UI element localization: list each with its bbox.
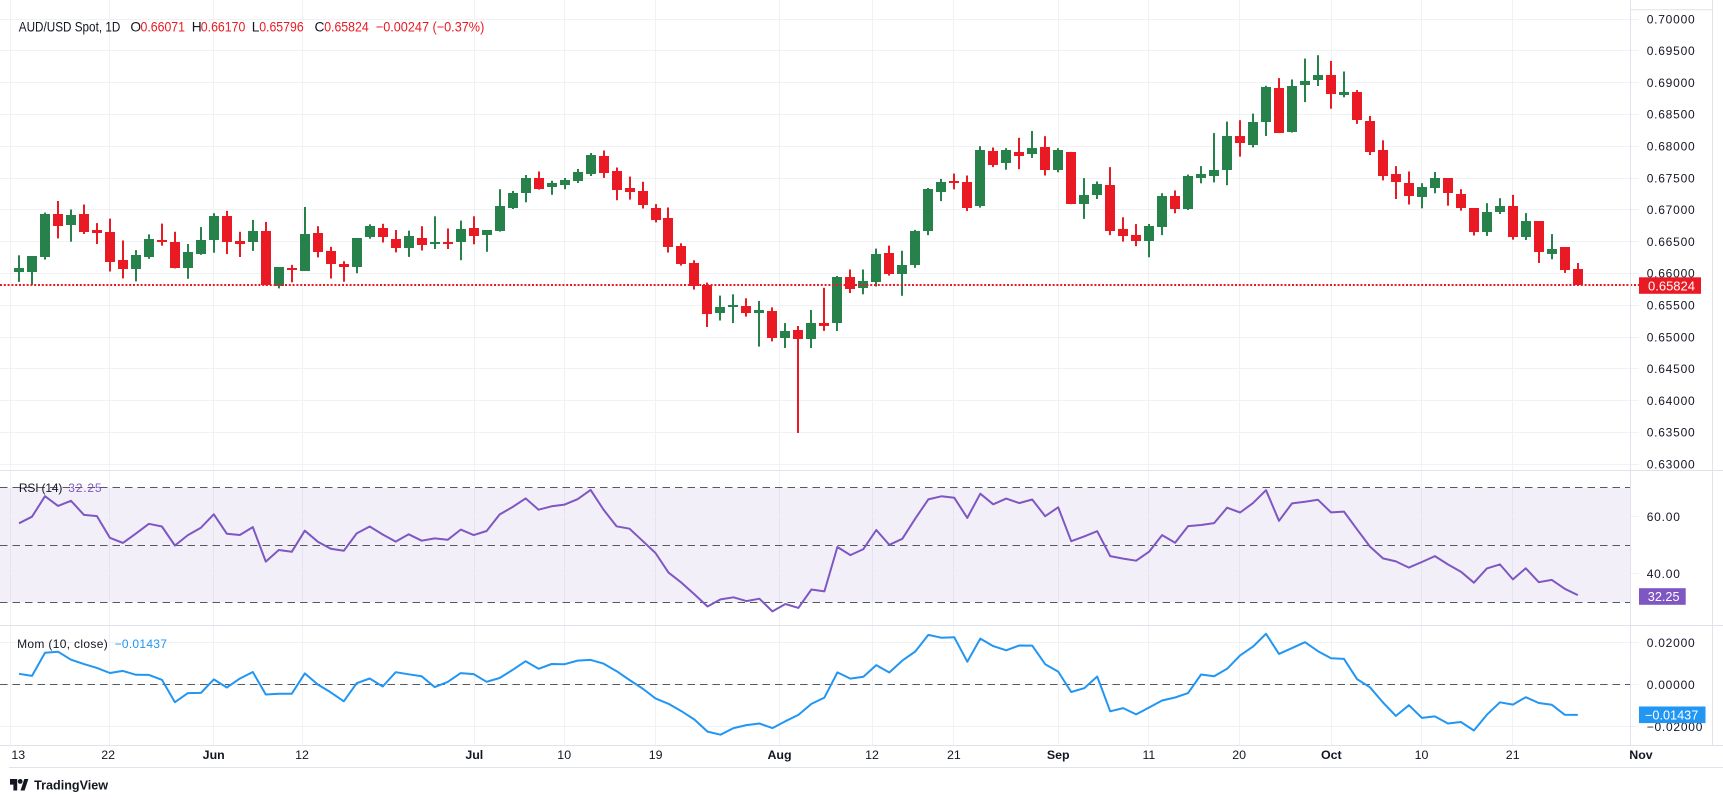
svg-text:32.25: 32.25 [1648,590,1680,604]
svg-text:0.63500: 0.63500 [1647,426,1695,440]
svg-text:TradingView: TradingView [34,779,108,793]
svg-text:Mom (10, close)−0.01437: Mom (10, close) −0.01437 [17,637,167,651]
svg-text:Oct: Oct [1321,748,1342,762]
svg-text:19: 19 [649,748,663,762]
svg-text:20: 20 [1232,748,1246,762]
svg-text:0.70000: 0.70000 [1647,12,1695,26]
svg-text:13: 13 [11,748,25,762]
svg-text:10: 10 [557,748,571,762]
svg-text:0.67000: 0.67000 [1647,203,1695,217]
svg-text:12: 12 [865,748,879,762]
svg-text:0.68500: 0.68500 [1647,108,1695,122]
svg-text:Jul: Jul [465,748,483,762]
svg-text:Sep: Sep [1047,748,1070,762]
svg-text:11: 11 [1142,748,1155,762]
svg-text:0.64000: 0.64000 [1647,394,1695,408]
svg-text:21: 21 [1506,748,1520,762]
svg-text:12: 12 [295,748,309,762]
svg-text:0.69500: 0.69500 [1647,44,1695,58]
svg-text:0.00000: 0.00000 [1647,678,1695,692]
svg-text:0.66500: 0.66500 [1647,235,1695,249]
svg-text:0.65000: 0.65000 [1647,330,1695,344]
svg-text:0.64500: 0.64500 [1647,362,1695,376]
svg-text:0.66000: 0.66000 [1647,267,1695,281]
svg-text:Jun: Jun [203,748,225,762]
svg-text:22: 22 [101,748,115,762]
svg-text:0.65500: 0.65500 [1647,299,1695,313]
svg-text:0.65824: 0.65824 [1648,278,1695,293]
svg-text:0.69000: 0.69000 [1647,76,1695,90]
svg-text:0.63000: 0.63000 [1647,458,1695,472]
svg-text:60.00: 60.00 [1647,510,1681,524]
svg-text:Nov: Nov [1629,748,1653,762]
svg-text:RSI (14)32.25: RSI (14) 32.25 [19,481,102,495]
svg-text:Aug: Aug [767,748,791,762]
svg-text:−0.01437: −0.01437 [1645,708,1698,722]
svg-text:0.67500: 0.67500 [1647,171,1695,185]
svg-text:40.00: 40.00 [1647,567,1681,581]
svg-text:0.02000: 0.02000 [1647,636,1695,650]
svg-text:21: 21 [947,748,961,762]
svg-text:−0.02000: −0.02000 [1647,720,1703,734]
svg-text:10: 10 [1415,748,1429,762]
svg-text:0.68000: 0.68000 [1647,140,1695,154]
